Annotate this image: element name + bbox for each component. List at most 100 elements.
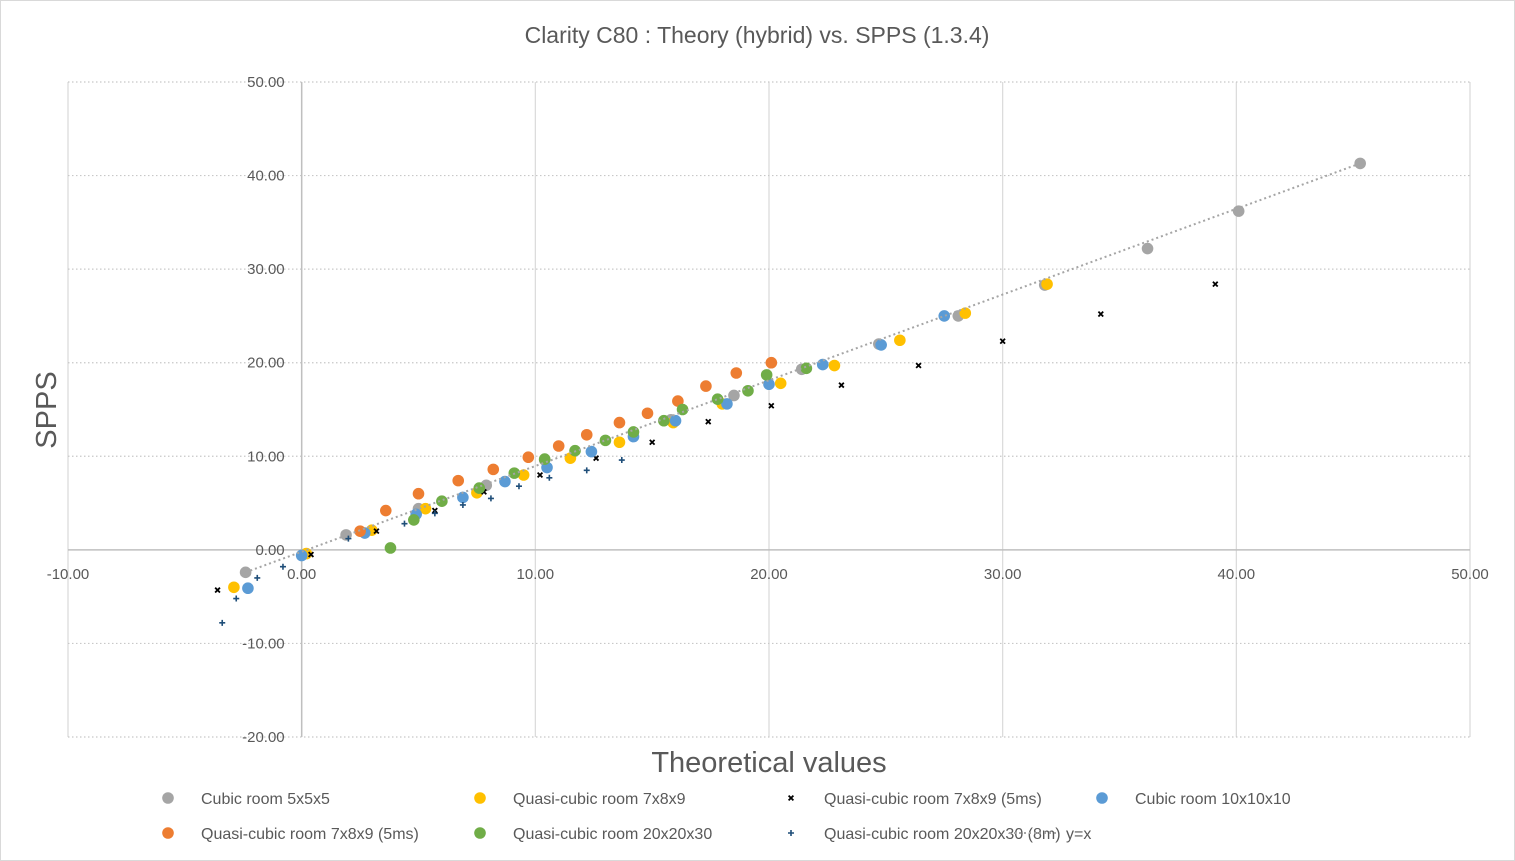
data-point bbox=[915, 362, 922, 369]
data-point bbox=[875, 339, 887, 351]
y-tick-label: 30.00 bbox=[247, 261, 285, 278]
legend-marker bbox=[474, 792, 486, 804]
data-point bbox=[599, 434, 612, 447]
data-point bbox=[1041, 278, 1053, 290]
legend-marker bbox=[788, 830, 794, 836]
series-5 bbox=[354, 356, 778, 537]
series-7 bbox=[219, 457, 625, 626]
data-point bbox=[894, 334, 906, 347]
legend-item: Quasi-cubic room 7x8x9 (5ms) bbox=[162, 826, 419, 843]
plot-area bbox=[214, 157, 1366, 626]
chart-title: Clarity C80 : Theory (hybrid) vs. SPPS (… bbox=[525, 22, 990, 48]
legend: Cubic room 5x5x5 Quasi-cubic room 7x8x9 Qu… bbox=[162, 791, 1291, 843]
legend-marker bbox=[474, 827, 486, 839]
data-point bbox=[580, 428, 593, 441]
data-point bbox=[613, 436, 626, 449]
data-point bbox=[473, 482, 486, 494]
data-point bbox=[585, 445, 598, 458]
data-point bbox=[938, 310, 951, 322]
data-point bbox=[838, 382, 845, 389]
data-point bbox=[522, 451, 535, 464]
data-point bbox=[583, 467, 590, 474]
legend-label: Cubic room 5x5x5 bbox=[201, 791, 330, 808]
data-point bbox=[959, 307, 972, 319]
legend-item: Quasi-cubic room 7x8x9 bbox=[474, 791, 686, 808]
data-point bbox=[233, 595, 240, 602]
data-point bbox=[999, 338, 1006, 345]
data-point bbox=[774, 377, 787, 390]
tick-labels: -10.00 0.00 10.00 20.00 30.00 40.00 50.00 -20.0… bbox=[47, 74, 1489, 746]
data-point bbox=[515, 483, 522, 490]
series-4 bbox=[242, 310, 951, 595]
x-tick-label: 0.00 bbox=[287, 566, 316, 583]
legend-item: Cubic room 5x5x5 bbox=[162, 791, 330, 808]
y-tick-label: 50.00 bbox=[247, 74, 285, 91]
legend-item: y=x bbox=[1009, 826, 1091, 843]
data-point bbox=[295, 549, 308, 562]
y-tick-label: 40.00 bbox=[247, 168, 285, 185]
data-point bbox=[828, 359, 841, 372]
data-point bbox=[459, 501, 466, 508]
data-point bbox=[254, 574, 261, 581]
legend-item: Quasi-cubic room 20x20x30 bbox=[474, 826, 712, 843]
legend-label: Quasi-cubic room 7x8x9 (5ms) bbox=[824, 791, 1042, 808]
data-point bbox=[1097, 311, 1104, 318]
legend-item: Quasi-cubic room 20x20x30 (8m) bbox=[788, 826, 1061, 843]
y-tick-label: -20.00 bbox=[242, 729, 285, 746]
data-point bbox=[452, 474, 465, 487]
data-point bbox=[431, 510, 438, 517]
legend-label: Quasi-cubic room 20x20x30 bbox=[513, 826, 712, 843]
data-point bbox=[436, 495, 448, 508]
data-point bbox=[487, 495, 494, 502]
x-tick-label: 20.00 bbox=[750, 566, 788, 583]
y-tick-label: 0.00 bbox=[255, 542, 284, 559]
data-point bbox=[658, 414, 670, 427]
data-point bbox=[517, 469, 530, 481]
data-point bbox=[641, 407, 654, 420]
data-point bbox=[742, 384, 754, 397]
data-point bbox=[408, 514, 420, 526]
data-point bbox=[760, 369, 773, 381]
data-point bbox=[627, 426, 640, 438]
legend-label: Quasi-cubic room 7x8x9 (5ms) bbox=[201, 826, 419, 843]
legend-marker bbox=[787, 794, 795, 802]
y-axis-label: SPPS bbox=[31, 371, 63, 448]
data-point bbox=[618, 457, 625, 464]
data-point bbox=[1212, 281, 1219, 288]
data-point bbox=[1141, 242, 1154, 255]
data-point bbox=[419, 502, 432, 515]
data-point bbox=[373, 528, 380, 535]
data-point bbox=[676, 403, 689, 416]
data-point bbox=[721, 398, 733, 410]
series-3 bbox=[214, 281, 1219, 594]
data-point bbox=[700, 380, 712, 392]
data-point bbox=[536, 471, 544, 479]
data-point bbox=[379, 504, 392, 517]
legend-marker bbox=[1096, 792, 1108, 804]
data-point bbox=[242, 582, 254, 595]
x-tick-label: 30.00 bbox=[984, 566, 1022, 583]
data-point bbox=[730, 367, 743, 379]
data-point bbox=[499, 475, 511, 488]
legend-label: Quasi-cubic room 7x8x9 bbox=[513, 791, 686, 808]
legend-label: y=x bbox=[1066, 826, 1091, 843]
data-point bbox=[384, 542, 397, 554]
legend-marker bbox=[162, 827, 174, 839]
data-point bbox=[705, 418, 712, 425]
data-point bbox=[552, 440, 565, 452]
data-point bbox=[711, 393, 724, 406]
data-point bbox=[816, 358, 829, 371]
data-point bbox=[412, 487, 425, 500]
data-point bbox=[228, 581, 240, 594]
x-tick-label: 10.00 bbox=[517, 566, 555, 583]
data-point bbox=[593, 455, 600, 462]
data-point bbox=[457, 491, 469, 504]
data-point bbox=[728, 389, 740, 402]
data-point bbox=[765, 356, 778, 369]
series-8 bbox=[245, 162, 1361, 574]
data-point bbox=[546, 474, 553, 481]
data-point bbox=[214, 587, 221, 594]
data-point bbox=[487, 463, 500, 476]
